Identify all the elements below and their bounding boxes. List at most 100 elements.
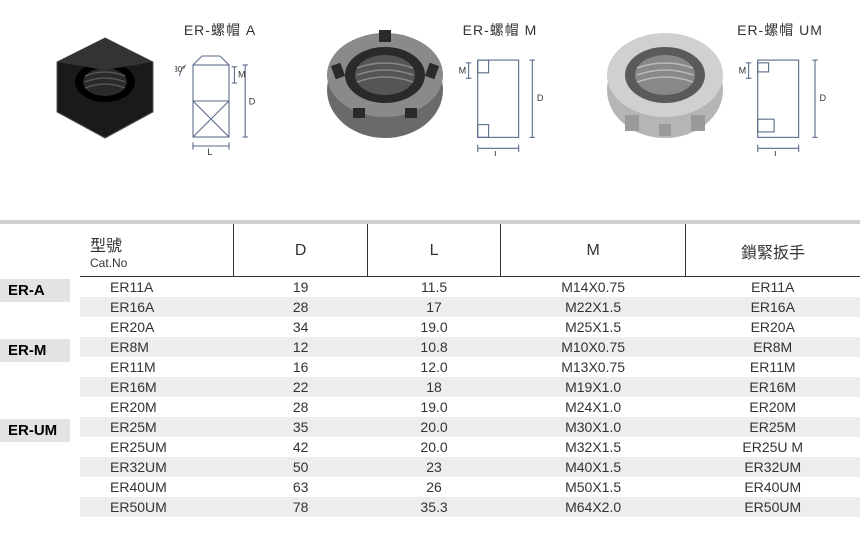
cell-m: M25X1.5 [501, 317, 686, 337]
cell-m: M64X2.0 [501, 497, 686, 517]
group-er-m: ER-螺帽 M M D L [315, 20, 545, 159]
diagram-m: ER-螺帽 M M D L [455, 20, 545, 159]
cell-wrench: ER25M [685, 417, 860, 437]
series-tag-er-m: ER-M [0, 339, 70, 362]
svg-text:M: M [459, 66, 467, 76]
series-tag-er-um: ER-UM [0, 419, 70, 442]
group-er-a: ER-螺帽 A [35, 20, 265, 159]
cell-d: 22 [234, 377, 367, 397]
cell-m: M50X1.5 [501, 477, 686, 497]
table-row: ER25M3520.0M30X1.0ER25M [80, 417, 860, 437]
cell-wrench: ER11M [685, 357, 860, 377]
cell-m: M14X0.75 [501, 277, 686, 298]
cell-m: M24X1.0 [501, 397, 686, 417]
cell-l: 20.0 [367, 417, 500, 437]
cell-catno: ER20A [80, 317, 234, 337]
angle-30: 30° [175, 65, 185, 74]
cell-wrench: ER16M [685, 377, 860, 397]
cell-catno: ER32UM [80, 457, 234, 477]
cell-l: 19.0 [367, 317, 500, 337]
cell-d: 19 [234, 277, 367, 298]
spec-table-area: ER-A ER-M ER-UM 型號 Cat.No D L M 鎖緊扳手 ER1… [0, 224, 860, 517]
cell-d: 42 [234, 437, 367, 457]
series-tag-er-a: ER-A [0, 279, 70, 302]
label-er-um: ER-螺帽 UM [735, 20, 825, 40]
table-row: ER40UM6326M50X1.5ER40UM [80, 477, 860, 497]
table-row: ER16M2218M19X1.0ER16M [80, 377, 860, 397]
table-row: ER25UM4220.0M32X1.5ER25U M [80, 437, 860, 457]
cell-catno: ER25UM [80, 437, 234, 457]
cell-catno: ER16A [80, 297, 234, 317]
svg-text:M: M [739, 66, 747, 76]
cell-l: 20.0 [367, 437, 500, 457]
cell-catno: ER25M [80, 417, 234, 437]
cell-d: 50 [234, 457, 367, 477]
photo-nut-m [315, 20, 455, 150]
diagram-a: ER-螺帽 A [175, 20, 265, 159]
th-m: M [501, 224, 686, 277]
svg-text:D: D [249, 97, 256, 107]
diagram-um: ER-螺帽 UM M D L [735, 20, 825, 159]
cell-catno: ER11M [80, 357, 234, 377]
cell-d: 12 [234, 337, 367, 357]
cell-wrench: ER32UM [685, 457, 860, 477]
table-row: ER8M1210.8M10X0.75ER8M [80, 337, 860, 357]
svg-text:L: L [207, 147, 212, 156]
product-illustration-row: ER-螺帽 A [0, 0, 860, 210]
cell-catno: ER8M [80, 337, 234, 357]
th-wrench: 鎖緊扳手 [685, 224, 860, 277]
cell-d: 35 [234, 417, 367, 437]
photo-nut-a [35, 20, 175, 150]
cell-d: 78 [234, 497, 367, 517]
svg-text:D: D [820, 93, 827, 103]
cell-l: 11.5 [367, 277, 500, 298]
cell-l: 12.0 [367, 357, 500, 377]
cell-catno: ER11A [80, 277, 234, 298]
th-d: D [234, 224, 367, 277]
table-row: ER11A1911.5M14X0.75ER11A [80, 277, 860, 298]
th-l: L [367, 224, 500, 277]
cell-d: 28 [234, 397, 367, 417]
label-er-m: ER-螺帽 M [455, 20, 545, 40]
cell-d: 28 [234, 297, 367, 317]
cell-wrench: ER25U M [685, 437, 860, 457]
cell-l: 17 [367, 297, 500, 317]
cell-wrench: ER20M [685, 397, 860, 417]
svg-text:D: D [537, 93, 544, 103]
group-er-um: ER-螺帽 UM M D L [595, 20, 825, 159]
cell-catno: ER16M [80, 377, 234, 397]
cell-wrench: ER20A [685, 317, 860, 337]
table-row: ER50UM7835.3M64X2.0ER50UM [80, 497, 860, 517]
table-row: ER20M2819.0M24X1.0ER20M [80, 397, 860, 417]
th-catno: 型號 Cat.No [80, 224, 234, 277]
cell-wrench: ER11A [685, 277, 860, 298]
cell-wrench: ER50UM [685, 497, 860, 517]
cell-catno: ER40UM [80, 477, 234, 497]
table-row: ER16A2817M22X1.5ER16A [80, 297, 860, 317]
cell-m: M30X1.0 [501, 417, 686, 437]
svg-text:L: L [494, 149, 499, 156]
label-er-a: ER-螺帽 A [175, 20, 265, 40]
svg-text:L: L [774, 149, 779, 156]
cell-m: M10X0.75 [501, 337, 686, 357]
cell-l: 10.8 [367, 337, 500, 357]
cell-m: M40X1.5 [501, 457, 686, 477]
photo-nut-um [595, 20, 735, 150]
cell-l: 26 [367, 477, 500, 497]
table-row: ER20A3419.0M25X1.5ER20A [80, 317, 860, 337]
cell-wrench: ER8M [685, 337, 860, 357]
cell-catno: ER50UM [80, 497, 234, 517]
cell-wrench: ER16A [685, 297, 860, 317]
cell-l: 35.3 [367, 497, 500, 517]
table-row: ER32UM5023M40X1.5ER32UM [80, 457, 860, 477]
table-row: ER11M1612.0M13X0.75ER11M [80, 357, 860, 377]
cell-m: M13X0.75 [501, 357, 686, 377]
cell-catno: ER20M [80, 397, 234, 417]
cell-wrench: ER40UM [685, 477, 860, 497]
cell-l: 23 [367, 457, 500, 477]
cell-d: 34 [234, 317, 367, 337]
cell-m: M32X1.5 [501, 437, 686, 457]
cell-d: 16 [234, 357, 367, 377]
cell-m: M19X1.0 [501, 377, 686, 397]
spec-table: 型號 Cat.No D L M 鎖緊扳手 ER11A1911.5M14X0.75… [80, 224, 860, 517]
